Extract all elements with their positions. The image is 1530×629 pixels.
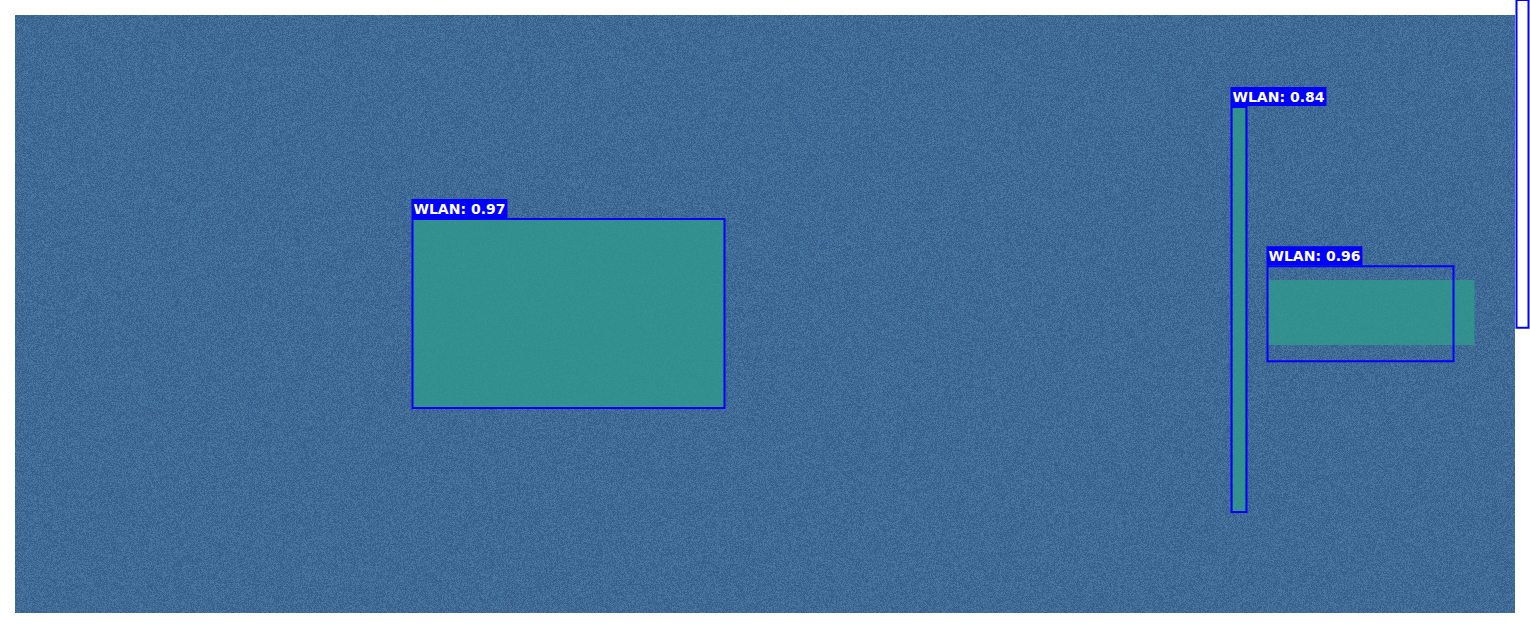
svg-text:WLAN: 0.96: WLAN: 0.96: [1269, 248, 1361, 264]
svg-text:WLAN: 0.97: WLAN: 0.97: [414, 201, 506, 217]
svg-text:WLAN: 0.84: WLAN: 0.84: [1233, 89, 1325, 105]
